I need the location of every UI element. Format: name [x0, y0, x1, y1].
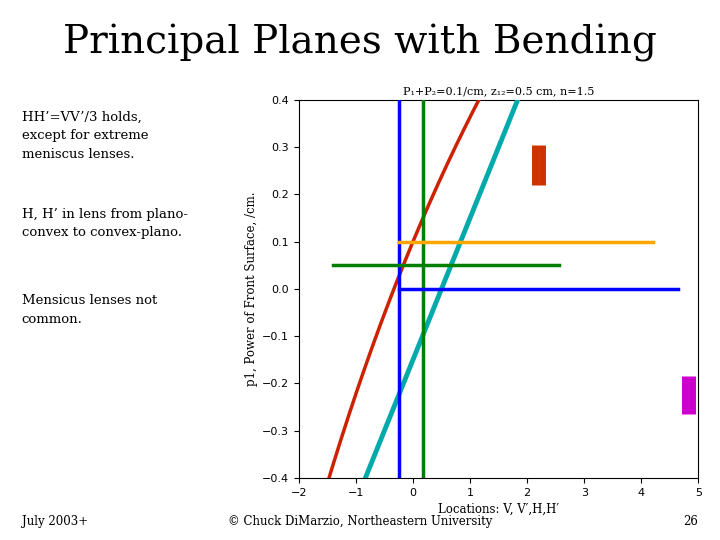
Text: Principal Planes with Bending: Principal Planes with Bending	[63, 24, 657, 62]
X-axis label: Locations: V, V′,H,H′: Locations: V, V′,H,H′	[438, 503, 559, 516]
Text: July 2003+: July 2003+	[22, 515, 88, 528]
Text: HH’=VV’/3 holds,
except for extreme
meniscus lenses.: HH’=VV’/3 holds, except for extreme meni…	[22, 111, 148, 161]
Y-axis label: p1, Power of Front Surface, /cm.: p1, Power of Front Surface, /cm.	[245, 192, 258, 386]
Text: H, H’ in lens from plano-
convex to convex-plano.: H, H’ in lens from plano- convex to conv…	[22, 208, 188, 239]
Text: © Chuck DiMarzio, Northeastern University: © Chuck DiMarzio, Northeastern Universit…	[228, 515, 492, 528]
Text: Mensicus lenses not
common.: Mensicus lenses not common.	[22, 294, 157, 326]
Text: 26: 26	[683, 515, 698, 528]
Title: P₁+P₂=0.1/cm, z₁₂=0.5 cm, n=1.5: P₁+P₂=0.1/cm, z₁₂=0.5 cm, n=1.5	[403, 86, 594, 96]
